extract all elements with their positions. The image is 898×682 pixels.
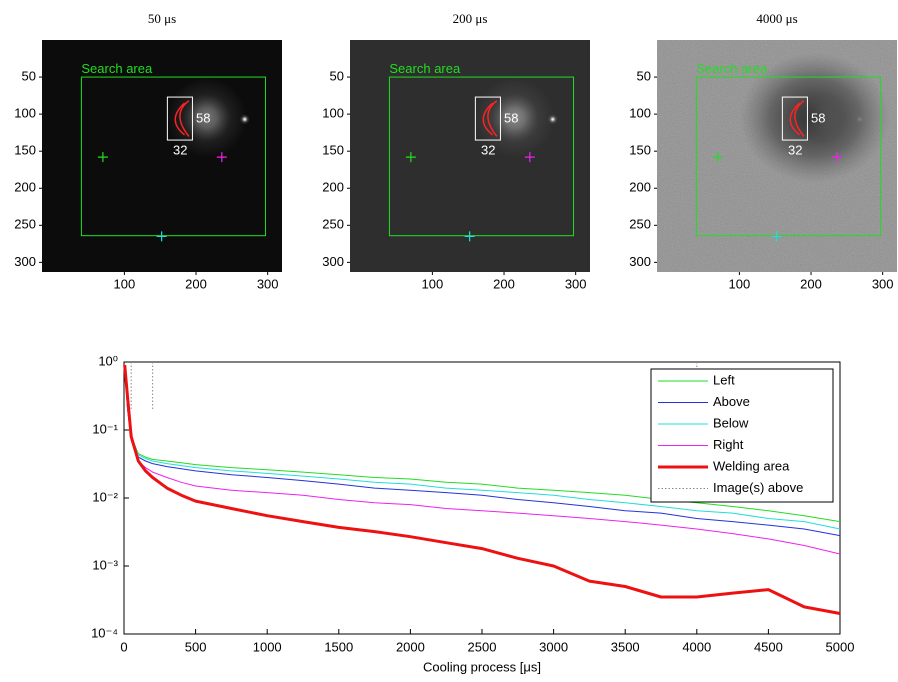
- x-tick-label: 300: [872, 276, 894, 291]
- y-tick-label: 300: [322, 254, 344, 269]
- y-tick-label: 250: [14, 217, 36, 232]
- welding-box: [781, 96, 808, 141]
- legend-label: Left: [713, 372, 735, 387]
- y-tick-label: 100: [629, 106, 651, 121]
- y-tick-label: 100: [322, 106, 344, 121]
- x-tick-label: 5000: [826, 639, 855, 654]
- x-tick-label: 1000: [253, 639, 282, 654]
- y-tick-label: 10⁻⁴: [91, 625, 118, 640]
- width-label: 58: [196, 111, 210, 126]
- y-tick-label: 150: [14, 143, 36, 158]
- image-panel: Search area 58 32: [350, 40, 590, 272]
- legend-label: Right: [713, 437, 744, 452]
- y-tick-label: 50: [637, 68, 651, 83]
- hot-spot: [239, 114, 250, 125]
- x-tick-label: 0: [120, 639, 127, 654]
- search-area-label: Search area: [389, 61, 461, 76]
- probe-marker: [831, 152, 842, 163]
- probe-marker: [771, 231, 782, 242]
- x-tick-label: 2000: [396, 639, 425, 654]
- welding-contour: [174, 100, 190, 137]
- y-tick-label: 250: [629, 217, 651, 232]
- x-tick-label: 100: [422, 276, 444, 291]
- probe-marker: [156, 231, 167, 242]
- series-line: [123, 364, 841, 615]
- series-line: [124, 365, 841, 555]
- x-tick-label: 100: [114, 276, 136, 291]
- height-label: 32: [788, 143, 802, 158]
- x-tick-label: 200: [493, 276, 515, 291]
- y-tick-label: 200: [629, 180, 651, 195]
- x-tick-label: 500: [185, 639, 207, 654]
- y-tick-label: 150: [322, 143, 344, 158]
- hot-spot: [547, 114, 558, 125]
- probe-marker: [524, 152, 535, 163]
- x-tick-label: 200: [800, 276, 822, 291]
- y-tick-label: 10⁻²: [92, 489, 118, 504]
- x-tick-label: 1500: [324, 639, 353, 654]
- y-tick-label: 10⁻¹: [92, 421, 118, 436]
- y-tick-label: 10⁻³: [92, 557, 118, 572]
- probe-marker: [464, 231, 475, 242]
- x-axis-label: Cooling process [μs]: [423, 659, 541, 674]
- x-tick-label: 4000: [682, 639, 711, 654]
- y-tick-label: 250: [322, 217, 344, 232]
- panel-title: 50 μs: [148, 11, 176, 26]
- image-panel: Search area 58 32: [42, 40, 282, 272]
- x-tick-label: 300: [565, 276, 587, 291]
- y-tick-label: 200: [14, 180, 36, 195]
- welding-box: [166, 96, 193, 141]
- probe-marker: [405, 152, 416, 163]
- y-tick-label: 300: [629, 254, 651, 269]
- legend-label: Below: [713, 415, 749, 430]
- welding-box: [474, 96, 501, 141]
- height-label: 32: [173, 143, 187, 158]
- x-tick-label: 200: [185, 276, 207, 291]
- search-area-label: Search area: [696, 61, 768, 76]
- width-label: 58: [811, 111, 825, 126]
- welding-contour: [482, 100, 498, 137]
- y-tick-label: 10⁰: [98, 353, 118, 368]
- hot-spot: [854, 114, 865, 125]
- y-tick-label: 300: [14, 254, 36, 269]
- x-tick-label: 4500: [754, 639, 783, 654]
- search-area-label: Search area: [81, 61, 153, 76]
- x-tick-label: 3500: [611, 639, 640, 654]
- panel-title: 4000 μs: [756, 11, 797, 26]
- y-tick-label: 150: [629, 143, 651, 158]
- x-tick-label: 100: [729, 276, 751, 291]
- y-tick-label: 50: [330, 68, 344, 83]
- series-line: [124, 365, 841, 530]
- x-tick-label: 300: [257, 276, 279, 291]
- legend-box: [650, 368, 834, 503]
- panel-title: 200 μs: [453, 11, 488, 26]
- series-line: [124, 365, 841, 537]
- legend-label: Welding area: [713, 458, 790, 473]
- width-label: 58: [504, 111, 518, 126]
- probe-marker: [216, 152, 227, 163]
- glow: [166, 77, 247, 158]
- search-area: [80, 76, 267, 237]
- probe-marker: [97, 152, 108, 163]
- welding-contour: [789, 100, 805, 137]
- legend-label: Above: [713, 394, 750, 409]
- legend-label: Image(s) above: [713, 480, 803, 495]
- y-tick-label: 200: [322, 180, 344, 195]
- y-tick-label: 50: [22, 68, 36, 83]
- probe-marker: [712, 152, 723, 163]
- height-label: 32: [481, 143, 495, 158]
- glow: [474, 77, 555, 158]
- y-tick-label: 100: [14, 106, 36, 121]
- search-area: [695, 76, 882, 237]
- x-tick-label: 3000: [539, 639, 568, 654]
- glow: [781, 77, 862, 158]
- search-area: [388, 76, 575, 237]
- image-panel: Search area 58 32: [657, 40, 897, 272]
- x-tick-label: 2500: [468, 639, 497, 654]
